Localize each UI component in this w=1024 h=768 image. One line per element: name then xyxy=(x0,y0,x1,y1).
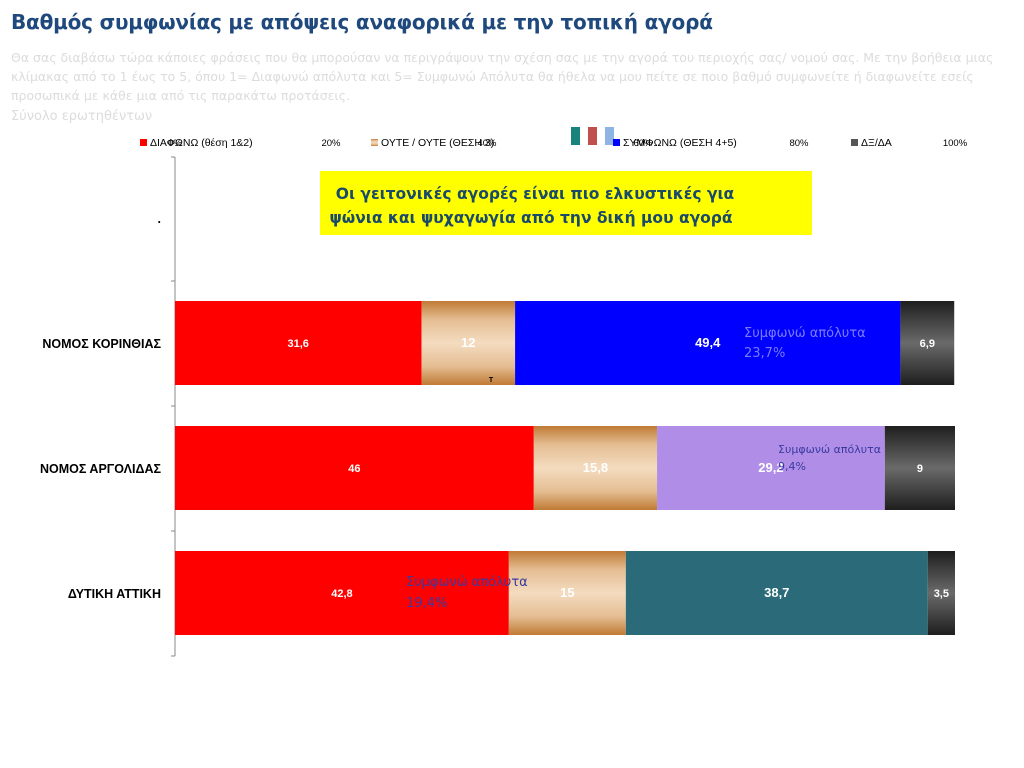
color-swatch-red xyxy=(588,127,597,145)
bar-segment xyxy=(657,426,885,510)
bar-segment xyxy=(900,301,955,385)
bar-value-label: 29,2 xyxy=(758,460,783,475)
category-label: . xyxy=(158,212,161,226)
bar-segment xyxy=(508,551,626,635)
legend-swatch xyxy=(140,139,147,146)
category-label: ΝΟΜΟΣ ΑΡΓΟΛΙΔΑΣ xyxy=(40,462,161,476)
statement-highlight xyxy=(320,171,812,235)
bar-value-label: 6,9 xyxy=(920,338,935,350)
category-label: ΔΥΤΙΚΗ ΑΤΤΙΚΗ xyxy=(68,587,161,601)
bar-segment xyxy=(884,426,955,510)
color-swatch-blue xyxy=(605,127,614,145)
category-label: ΝΟΜΟΣ ΚΟΡΙΝΘΙΑΣ xyxy=(42,337,161,351)
question-text: Θα σας διαβάσω τώρα κάποιες φράσεις που … xyxy=(11,50,994,103)
bar-segment xyxy=(625,551,928,635)
annotation-label: Συμφωνώ απόλυτα xyxy=(778,443,881,456)
annotation-value: 9,4% xyxy=(778,460,806,473)
legend-swatch xyxy=(851,139,858,146)
bar-value-label: 42,8 xyxy=(331,588,352,600)
bar-segment xyxy=(175,426,534,510)
bar-value-label: 46 xyxy=(348,463,360,475)
bar-segment xyxy=(421,301,516,385)
bar-value-label: 49,4 xyxy=(695,335,721,350)
statement-text: ψώνια και ψυχαγωγία από την δική μου αγο… xyxy=(329,209,732,227)
page-title: Βαθμός συμφωνίας με απόψεις αναφορικά με… xyxy=(11,10,713,34)
base-label: Σύνολο ερωτηθέντων xyxy=(11,109,153,124)
legend-swatch xyxy=(371,139,378,146)
bar-value-label: 12 xyxy=(461,335,475,350)
annotation-value: 19,4% xyxy=(406,596,447,611)
bar-segment xyxy=(927,551,955,635)
x-tick-label: 60% xyxy=(633,138,653,149)
legend-swatch xyxy=(613,139,620,146)
annotation-value: 23,7% xyxy=(744,346,785,361)
legend-label: ΣΥΜΦΩΝΩ (ΘΕΣΗ 4+5) xyxy=(623,137,737,149)
statement-text: Οι γειτονικές αγορές είναι πιο ελκυστικέ… xyxy=(336,185,734,203)
bar-value-label: 3,5 xyxy=(934,588,949,600)
bar-segment xyxy=(175,301,422,385)
annotation-label: Συμφωνώ απόλυτα xyxy=(744,326,866,341)
legend-label: ΔΙΑΦΩΝΩ (θέση 1&2) xyxy=(150,137,253,149)
annotation-label: Συμφωνώ απόλυτα xyxy=(406,575,528,590)
x-tick-label: 20% xyxy=(321,138,341,149)
x-tick-label: 40% xyxy=(477,138,497,149)
bar-segment xyxy=(175,551,509,635)
legend-label: ΟΥΤΕ / ΟΥΤΕ (ΘΕΣΗ 3) xyxy=(381,137,494,149)
bar-value-label: 9 xyxy=(917,463,923,475)
bar-segment xyxy=(533,426,658,510)
bar-segment xyxy=(515,301,901,385)
bar-value-label: 15 xyxy=(560,585,574,600)
x-tick-label: 80% xyxy=(789,138,809,149)
bar-value-label: 38,7 xyxy=(764,585,789,600)
x-tick-label: 100% xyxy=(943,138,968,149)
color-swatch-teal xyxy=(571,127,580,145)
legend-label: ΔΞ/ΔΑ xyxy=(861,137,892,149)
bar-value-label: 15,8 xyxy=(583,460,608,475)
stray-label: T xyxy=(489,377,494,384)
x-tick-label: 0% xyxy=(168,138,182,149)
bar-value-label: 31,6 xyxy=(288,338,309,350)
